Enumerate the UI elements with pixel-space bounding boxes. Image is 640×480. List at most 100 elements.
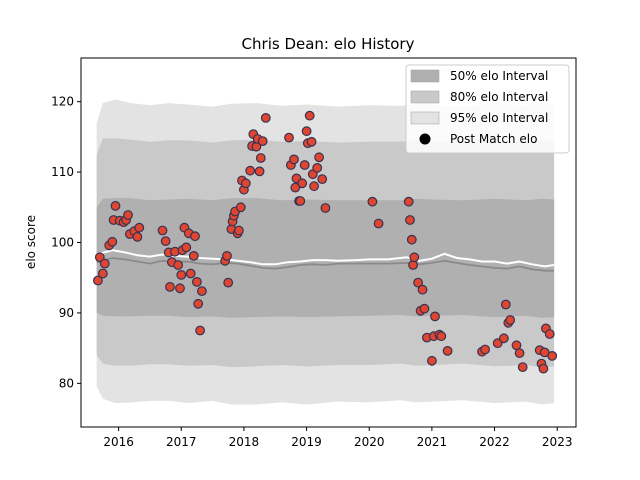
post-match-elo-point (480, 344, 491, 355)
post-match-elo-point (222, 250, 232, 261)
post-match-elo-point (427, 355, 437, 366)
post-match-elo-point (403, 196, 414, 207)
post-match-elo-point (547, 351, 558, 361)
post-match-elo-point (110, 200, 121, 211)
post-match-elo-point (185, 268, 196, 279)
post-match-elo-point (123, 210, 133, 220)
post-match-elo-point (297, 178, 308, 189)
post-match-elo-point (193, 298, 204, 309)
legend-swatch (410, 69, 440, 83)
band-50-interval (96, 198, 555, 318)
post-match-elo-point (99, 258, 110, 269)
post-match-elo-point (255, 153, 266, 163)
x-tick-label: 2023 (542, 435, 573, 449)
legend-label: 50% elo Interval (450, 69, 548, 83)
post-match-elo-point (160, 236, 171, 247)
post-match-elo-point (436, 331, 447, 342)
interval-bands (96, 99, 555, 405)
post-match-elo-point (284, 132, 294, 143)
y-axis-label: elo score (24, 215, 38, 269)
post-match-elo-point (304, 110, 315, 121)
post-match-elo-point (373, 218, 384, 229)
post-match-elo-point (107, 236, 118, 247)
legend-label: 95% elo Interval (450, 111, 548, 125)
post-match-elo-point (317, 174, 328, 185)
post-match-elo-point (260, 112, 271, 123)
post-match-elo-point (500, 299, 511, 310)
post-match-elo-point (165, 282, 175, 292)
post-match-elo-point (306, 136, 317, 147)
legend-label: 80% elo Interval (450, 90, 548, 104)
legend: 50% elo Interval 80% elo Interval 95% elo … (405, 64, 570, 154)
post-match-elo-point (190, 231, 200, 242)
x-tick-label: 2016 (103, 435, 134, 449)
x-tick-label: 2022 (479, 435, 510, 449)
post-match-elo-point (517, 362, 528, 373)
x-axis: 2016 2017 2018 2019 2020 2021 2022 2023 (103, 427, 572, 449)
x-tick-label: 2020 (354, 435, 385, 449)
post-match-points (92, 110, 558, 374)
legend-swatch (410, 111, 440, 125)
post-match-elo-point (301, 126, 312, 137)
post-match-elo-point (406, 234, 417, 245)
post-match-elo-point (191, 277, 202, 287)
legend-swatch (410, 90, 440, 104)
post-match-elo-point (134, 222, 145, 233)
post-match-elo-point (92, 275, 103, 286)
post-match-elo-point (257, 136, 268, 147)
post-match-elo-point (245, 165, 256, 176)
post-match-elo-point (233, 225, 244, 236)
legend-marker (419, 133, 431, 145)
post-match-elo-point (417, 284, 428, 295)
post-match-elo-point (195, 325, 206, 336)
y-tick-label: 120 (51, 95, 74, 109)
post-match-elo-point (181, 242, 192, 253)
post-match-elo-point (290, 182, 301, 193)
post-match-elo-point (409, 252, 420, 263)
post-match-elo-point (157, 225, 168, 236)
post-match-elo-point (97, 268, 108, 279)
post-match-elo-point (367, 196, 378, 207)
y-axis: 80 90 100 110 120 (51, 95, 81, 390)
legend-box (405, 64, 570, 154)
x-tick-label: 2021 (417, 435, 448, 449)
post-match-elo-point (312, 162, 323, 173)
y-tick-label: 80 (59, 376, 74, 390)
post-match-elo-point (240, 178, 251, 189)
post-match-elo-point (413, 277, 424, 288)
chart-title: Chris Dean: elo History (242, 35, 415, 53)
post-match-elo-point (442, 346, 453, 356)
post-match-elo-point (419, 303, 430, 314)
legend-label: Post Match elo (450, 132, 537, 146)
post-match-elo-point (430, 311, 440, 322)
post-match-elo-point (538, 363, 549, 374)
post-match-elo-point (176, 270, 187, 280)
post-match-elo-point (196, 286, 207, 297)
post-match-elo-point (544, 329, 555, 339)
post-match-elo-point (320, 203, 331, 213)
post-match-elo-point (173, 260, 184, 270)
post-match-elo-point (314, 152, 325, 163)
post-match-elo-point (132, 231, 143, 242)
y-tick-label: 100 (51, 236, 74, 250)
post-match-elo-point (499, 333, 509, 344)
post-match-elo-point (223, 277, 234, 288)
post-match-elo-point (254, 166, 265, 177)
y-tick-label: 90 (59, 306, 74, 320)
post-match-elo-point (405, 215, 415, 225)
post-match-elo-point (94, 252, 105, 263)
post-match-elo-point (309, 181, 320, 192)
post-match-elo-point (235, 202, 246, 213)
post-match-elo-point (289, 154, 299, 165)
x-tick-label: 2017 (166, 435, 197, 449)
post-match-elo-point (175, 283, 185, 294)
post-match-elo-point (188, 250, 199, 261)
x-tick-label: 2019 (291, 435, 322, 449)
post-match-elo-point (299, 160, 310, 170)
post-match-elo-point (505, 315, 516, 325)
y-tick-label: 110 (51, 165, 74, 179)
post-match-elo-point (514, 348, 525, 359)
x-tick-label: 2018 (229, 435, 260, 449)
post-match-elo-point (295, 196, 306, 206)
